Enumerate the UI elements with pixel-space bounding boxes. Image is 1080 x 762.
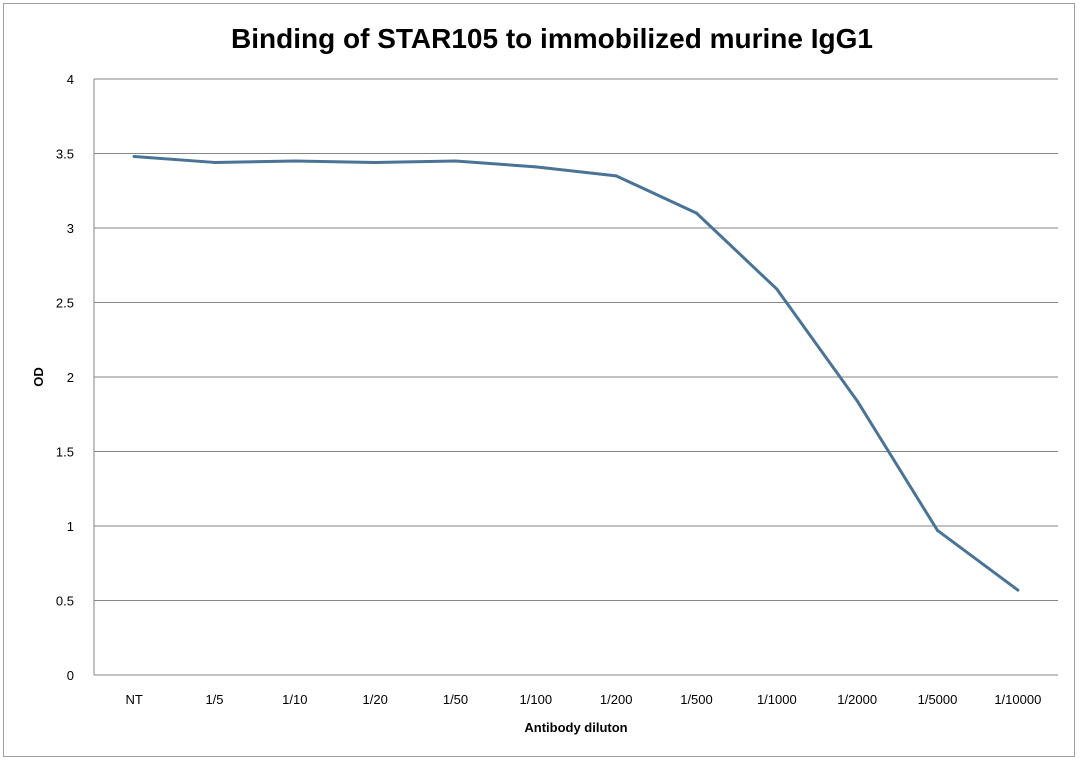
data-point	[454, 159, 457, 163]
x-tick-label: 1/2000	[837, 692, 877, 707]
data-point	[1016, 588, 1020, 592]
series-line	[132, 154, 1020, 592]
y-tick-label: 3.5	[56, 147, 74, 162]
x-tick-label: 1/100	[520, 692, 553, 707]
x-tick-label: 1/200	[600, 692, 633, 707]
data-point	[855, 399, 859, 403]
data-point	[614, 174, 618, 178]
data-point	[936, 528, 939, 532]
data-point	[534, 165, 538, 169]
x-tick-labels: NT 1/5 1/10 1/20 1/50 1/100 1/200 1/500 1/1000 1/…	[125, 692, 1041, 707]
y-tick-label: 1.5	[56, 445, 74, 460]
y-tick-label: 4	[67, 72, 74, 87]
y-tick-label: 0	[67, 668, 74, 683]
y-tick-label: 2	[67, 370, 74, 385]
data-point	[373, 160, 377, 164]
x-axis-label: Antibody diluton	[524, 720, 627, 735]
x-tick-label: 1/10000	[994, 692, 1041, 707]
x-tick-label: 1/20	[363, 692, 388, 707]
x-tick-label: 1/50	[443, 692, 468, 707]
data-point	[293, 159, 297, 163]
x-tick-label: 1/5	[205, 692, 223, 707]
x-tick-label: NT	[125, 692, 142, 707]
y-tick-label: 1	[67, 519, 74, 534]
x-tick-label: 1/500	[680, 692, 713, 707]
data-point	[132, 154, 136, 158]
chart-frame	[3, 3, 1075, 757]
x-tick-label: 1/5000	[918, 692, 958, 707]
data-point	[695, 211, 698, 215]
chart-title: Binding of STAR105 to immobilized murine…	[231, 23, 873, 54]
y-tick-labels: 0 0.5 1 1.5 2 2.5 3 3.5 4	[56, 72, 74, 683]
data-point	[775, 287, 779, 291]
x-tick-label: 1/1000	[757, 692, 797, 707]
y-axis-label: OD	[31, 367, 46, 387]
series-group	[132, 154, 1020, 592]
y-tick-label: 0.5	[56, 594, 74, 609]
y-tick-label: 3	[67, 221, 74, 236]
x-tick-label: 1/10	[282, 692, 307, 707]
data-point	[213, 160, 216, 164]
gridlines	[94, 78, 1058, 676]
y-tick-label: 2.5	[56, 296, 74, 311]
